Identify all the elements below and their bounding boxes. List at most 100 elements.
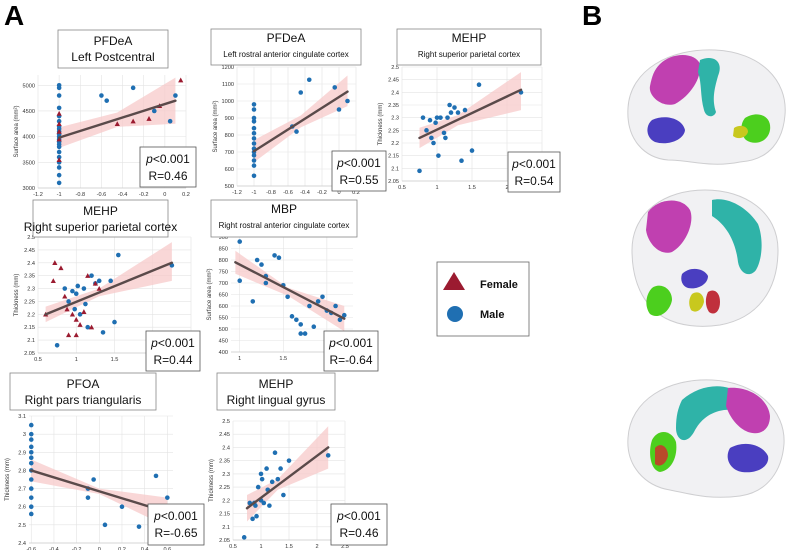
male-data-point (294, 317, 299, 323)
scatter-chart-5: 11.52400450500550600650700750800850900Su… (207, 199, 379, 372)
x-tick-label: -0.6 (97, 192, 107, 198)
y-tick-label: 2.2 (391, 141, 399, 147)
male-data-point (54, 342, 60, 348)
male-data-point (459, 158, 464, 164)
chart-title-box (216, 372, 336, 411)
male-data-point (341, 312, 347, 318)
male-data-point (83, 301, 88, 307)
y-tick-label: 2.4 (222, 445, 230, 451)
male-data-point (165, 495, 170, 500)
male-data-point (272, 450, 278, 456)
x-tick-label: 0.6 (163, 547, 171, 550)
female-data-point (50, 278, 56, 284)
x-tick-label: 0.5 (398, 185, 406, 191)
p-value-label: p<0.001 (145, 152, 190, 166)
legend-box (436, 261, 530, 337)
male-data-point (56, 85, 62, 91)
male-data-point (443, 135, 448, 141)
x-tick-label: 0.2 (352, 190, 360, 196)
x-tick-label: 1.5 (279, 356, 287, 362)
region-rostral-acc-medial (655, 445, 668, 466)
y-tick-label: 2.45 (388, 78, 399, 84)
male-data-point (116, 252, 121, 258)
male-data-point (447, 102, 452, 108)
region-lingual-medial (727, 443, 769, 473)
male-data-point (420, 115, 426, 120)
male-data-point (294, 129, 299, 134)
male-data-point (337, 317, 343, 323)
y-axis-label: Thickness (mm) (209, 459, 215, 502)
y-axis-label: Surface area (mm²) (213, 100, 219, 152)
male-data-point (89, 273, 94, 278)
male-data-point (436, 153, 441, 158)
chart-subtitle: Right superior parietal cortex (418, 50, 520, 59)
male-data-point (28, 495, 34, 500)
scatter-chart-2: -1.2 -1 -0.8 -0.6 -0.4 -0.2 0 0.2 500 600 700 800 90… (210, 28, 387, 196)
female-data-point (69, 311, 76, 317)
male-data-point (278, 466, 283, 471)
male-data-point (251, 158, 257, 163)
male-data-point (112, 319, 117, 325)
y-tick-label: 400 (219, 350, 228, 356)
charts-group: -1.2 -1 -0.8 -0.6 -0.4 -0.2 0 0.230003500400045… (5, 28, 561, 550)
female-data-point (85, 273, 91, 278)
region-lingual-lateral (647, 117, 685, 144)
r-value-label: R=0.54 (514, 174, 553, 188)
y-tick-label: 2.1 (222, 525, 230, 531)
y-tick-label: 550 (219, 316, 228, 322)
y-axis-label: Thickness (mm) (378, 103, 384, 146)
male-data-point (259, 476, 265, 482)
y-tick-label: 2.45 (219, 432, 230, 438)
confidence-band (31, 459, 168, 527)
chart-title-box (210, 28, 362, 66)
male-data-point (445, 115, 450, 120)
y-tick-label: 2.5 (27, 235, 35, 241)
male-data-point (298, 331, 304, 336)
y-tick-label: 2.6 (18, 505, 26, 511)
chart-subtitle: Right pars triangularis (25, 393, 142, 407)
y-tick-label: 2.25 (219, 485, 230, 491)
y-tick-label: 2.05 (219, 538, 230, 544)
x-tick-label: 2.5 (341, 544, 349, 550)
male-data-point (28, 460, 34, 466)
male-data-point (28, 511, 34, 517)
y-tick-label: 2.3 (27, 287, 35, 293)
x-tick-label: -0.8 (266, 190, 276, 196)
female-data-point (73, 332, 79, 338)
male-data-point (325, 453, 331, 458)
chart-title: PFDeA (94, 34, 133, 48)
male-data-point (81, 286, 87, 291)
region-cingulate-frontal (705, 290, 720, 314)
male-data-point (438, 115, 443, 120)
female-data-point (178, 77, 184, 83)
chart-title-box (396, 28, 542, 66)
x-tick-label: 0.5 (34, 357, 42, 363)
male-data-point (167, 118, 173, 124)
y-axis-label: Thickness (mm) (14, 274, 20, 317)
region-postcentral-frontal (646, 200, 692, 253)
male-data-point (448, 110, 454, 115)
y-tick-label: 2.5 (391, 65, 399, 71)
male-data-point (261, 500, 267, 506)
region-rostral-acc-frontal (689, 292, 704, 312)
female-data-point (73, 316, 79, 322)
male-data-point (302, 331, 308, 336)
male-data-point (100, 330, 106, 335)
chart-title: PFDeA (267, 31, 306, 45)
female-data-point (130, 118, 136, 124)
y-tick-label: 2.15 (219, 512, 230, 518)
male-data-point (28, 486, 34, 491)
chart-subtitle: Right superior parietal cortex (24, 220, 177, 234)
male-data-point (73, 291, 79, 297)
y-tick-label: 2.2 (27, 312, 35, 318)
male-data-point (298, 322, 304, 327)
male-data-point (56, 105, 62, 111)
male-data-point (251, 153, 257, 158)
male-data-point (251, 115, 257, 121)
region-pars-triangularis-frontal (646, 285, 672, 317)
male-data-point (130, 85, 136, 91)
stats-box (147, 503, 205, 546)
male-data-point (251, 102, 257, 107)
x-tick-label: 1 (75, 357, 78, 363)
